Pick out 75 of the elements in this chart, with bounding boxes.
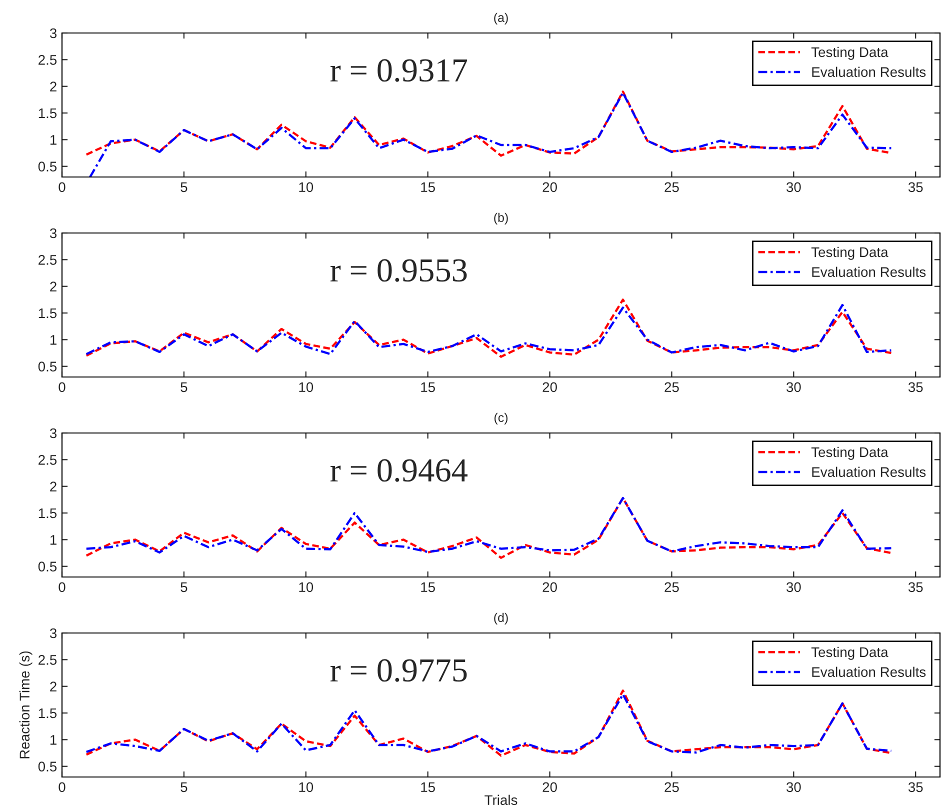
x-tick-label: 0	[58, 382, 66, 392]
chart-title: (c)	[494, 412, 508, 424]
y-tick-label: 2.5	[38, 255, 57, 265]
x-tick-label: 35	[908, 182, 923, 192]
x-axis-title: Trials	[484, 794, 518, 806]
y-tick-label: 3	[50, 628, 57, 638]
y-tick-label: 0.5	[38, 762, 57, 772]
line-series	[88, 92, 892, 177]
y-tick-label: 1.5	[38, 308, 57, 318]
y-tick-label: 2	[50, 482, 56, 492]
x-tick-label: 30	[786, 582, 801, 592]
y-tick-label: 2.5	[38, 55, 57, 65]
y-tick-label: 0.5	[38, 562, 57, 572]
y-tick-label: 0.5	[38, 362, 57, 372]
x-tick-label: 5	[180, 182, 188, 192]
annotation: r = 0.9464	[330, 459, 468, 482]
x-tick-label: 0	[58, 782, 66, 792]
x-tick-label: 30	[786, 182, 801, 192]
x-tick-label: 20	[542, 182, 557, 192]
legend-label: Testing Data	[811, 646, 888, 660]
x-tick-label: 10	[299, 382, 314, 392]
x-tick-label: 25	[664, 182, 679, 192]
x-tick-label: 5	[180, 582, 188, 592]
legend-label: Testing Data	[811, 446, 888, 460]
y-tick-label: 1.5	[38, 508, 57, 518]
annotation: r = 0.9775	[330, 659, 467, 682]
y-tick-label: 2.5	[38, 455, 57, 465]
y-tick-label: 3	[50, 228, 57, 238]
x-tick-label: 35	[908, 782, 923, 792]
x-tick-label: 25	[664, 382, 679, 392]
legend-label: Evaluation Results	[812, 266, 926, 277]
legend-label: Evaluation Results	[812, 66, 926, 77]
chart-title: (a)	[494, 12, 508, 24]
x-tick-label: 15	[421, 582, 435, 592]
x-tick-label: 25	[664, 782, 679, 792]
x-tick-label: 25	[664, 582, 679, 592]
x-tick-label: 35	[908, 382, 923, 392]
x-tick-label: 15	[421, 382, 435, 392]
y-tick-label: 2.5	[38, 655, 57, 665]
y-tick-label: 3	[50, 428, 57, 438]
y-tick-label: 1	[50, 335, 56, 345]
y-tick-label: 0.5	[38, 162, 57, 172]
x-tick-label: 15	[421, 182, 435, 192]
x-tick-label: 20	[542, 582, 557, 592]
x-tick-label: 20	[542, 382, 557, 392]
y-axis-title: Reaction Time (s)	[19, 651, 32, 758]
annotation: r = 0.9553	[330, 259, 467, 282]
annotation: r = 0.9317	[330, 59, 468, 82]
y-tick-label: 3	[50, 28, 57, 38]
y-tick-label: 1.5	[38, 108, 57, 118]
x-tick-label: 10	[299, 182, 314, 192]
legend-label: Evaluation Results	[812, 666, 926, 677]
x-tick-label: 30	[786, 382, 801, 392]
x-tick-label: 0	[58, 582, 66, 592]
y-tick-label: 2	[50, 282, 56, 292]
legend-label: Testing Data	[811, 46, 888, 60]
y-tick-label: 2	[50, 82, 56, 92]
x-tick-label: 30	[786, 782, 801, 792]
legend-label: Evaluation Results	[812, 466, 926, 477]
x-tick-label: 10	[299, 582, 314, 592]
x-tick-label: 10	[299, 782, 314, 792]
y-tick-label: 1	[50, 735, 56, 745]
x-tick-label: 15	[421, 782, 435, 792]
y-tick-label: 1	[50, 135, 56, 145]
x-tick-label: 20	[542, 782, 557, 792]
chart-title: (b)	[494, 212, 508, 224]
x-tick-label: 5	[180, 382, 188, 392]
x-tick-label: 0	[58, 182, 66, 192]
x-tick-label: 5	[180, 782, 188, 792]
y-tick-label: 1.5	[38, 708, 57, 718]
y-tick-label: 1	[50, 535, 56, 545]
y-tick-label: 2	[50, 682, 56, 692]
legend-label: Testing Data	[811, 246, 888, 260]
chart-title: (d)	[494, 612, 508, 624]
x-tick-label: 35	[908, 582, 923, 592]
